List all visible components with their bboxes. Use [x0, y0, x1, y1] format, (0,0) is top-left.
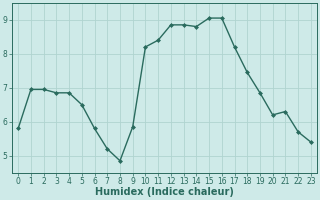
- X-axis label: Humidex (Indice chaleur): Humidex (Indice chaleur): [95, 187, 234, 197]
